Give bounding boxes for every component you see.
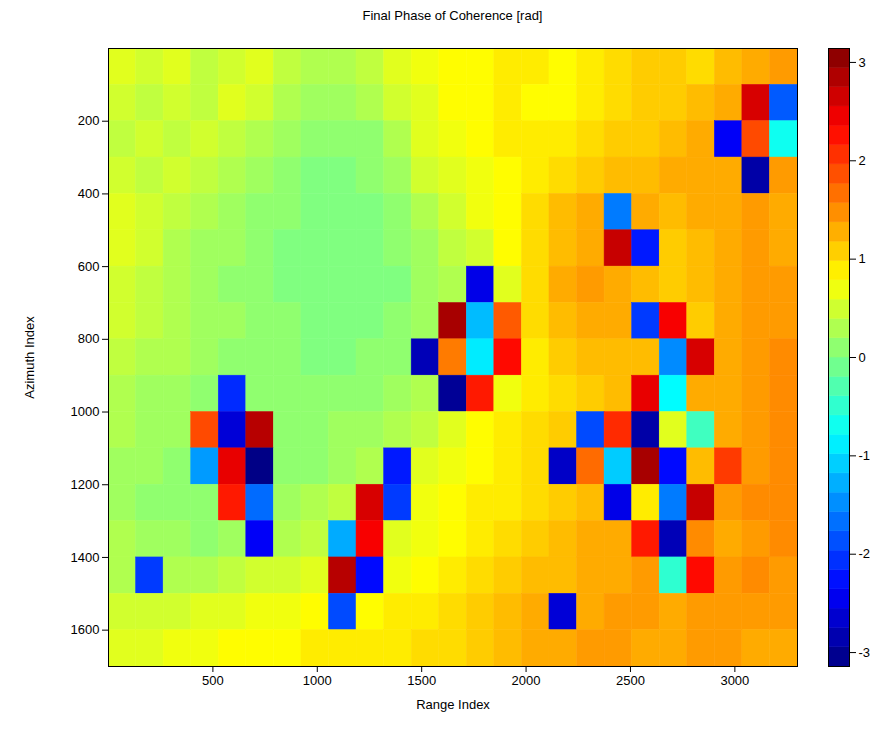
svg-text:-1: -1 — [859, 448, 871, 463]
svg-text:600: 600 — [78, 259, 100, 274]
svg-text:2: 2 — [859, 153, 866, 168]
svg-text:1000: 1000 — [71, 404, 100, 419]
svg-text:2500: 2500 — [616, 673, 645, 688]
svg-text:1400: 1400 — [71, 550, 100, 565]
svg-text:1200: 1200 — [71, 477, 100, 492]
svg-text:2000: 2000 — [512, 673, 541, 688]
svg-text:Range Index: Range Index — [416, 697, 490, 712]
svg-text:1: 1 — [859, 251, 866, 266]
svg-text:-3: -3 — [859, 645, 871, 660]
svg-text:1500: 1500 — [407, 673, 436, 688]
svg-text:0: 0 — [859, 350, 866, 365]
svg-text:200: 200 — [78, 113, 100, 128]
svg-text:800: 800 — [78, 331, 100, 346]
svg-text:-2: -2 — [859, 546, 871, 561]
svg-text:1600: 1600 — [71, 622, 100, 637]
svg-text:3: 3 — [859, 55, 866, 70]
svg-text:1000: 1000 — [303, 673, 332, 688]
svg-text:500: 500 — [202, 673, 224, 688]
svg-text:3000: 3000 — [720, 673, 749, 688]
svg-text:Azimuth Index: Azimuth Index — [22, 316, 37, 399]
svg-text:400: 400 — [78, 186, 100, 201]
html-text:Final Phase of Coherence [rad]: Final Phase of Coherence [rad] — [362, 8, 543, 23]
